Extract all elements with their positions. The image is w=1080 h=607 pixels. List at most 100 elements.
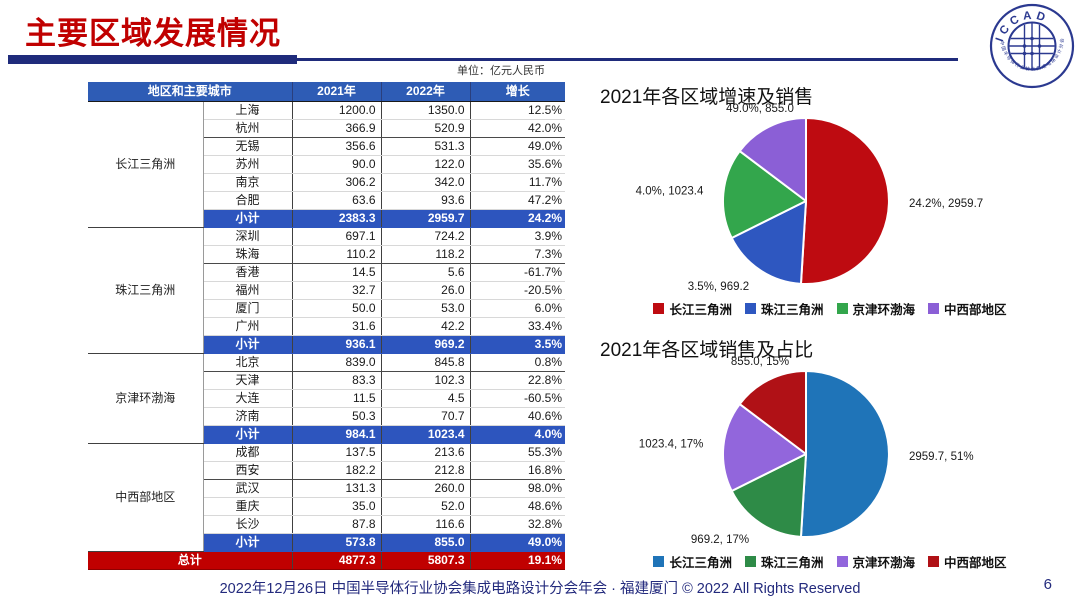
city-cell: 珠海 — [203, 245, 293, 264]
value-2021-cell: 137.5 — [292, 443, 382, 462]
legend-item: 长江三角洲 — [653, 552, 732, 571]
pie-chart: 2959.7, 51% 969.2, 17% 1023.4, 17% 855.0, 1… — [639, 356, 974, 546]
value-2022-cell: 5.6 — [381, 263, 471, 282]
pie-data-label: 49.0%, 855.0 — [726, 103, 794, 115]
value-2022-cell: 1350.0 — [381, 101, 471, 120]
value-2022-cell: 845.8 — [381, 353, 471, 372]
chart-legend: 长江三角洲 珠江三角洲 京津环渤海 中西部地区 — [580, 552, 1080, 571]
city-cell: 成都 — [203, 443, 293, 462]
growth-cell: 12.5% — [470, 101, 566, 120]
value-2022-cell: 342.0 — [381, 173, 471, 192]
value-2021-cell: 50.3 — [292, 407, 382, 426]
city-cell: 杭州 — [203, 119, 293, 138]
value-2022-cell: 53.0 — [381, 299, 471, 318]
table-row: 广州 31.6 42.2 33.4% — [88, 317, 566, 336]
legend-item: 长江三角洲 — [653, 299, 732, 318]
growth-cell: -20.5% — [470, 281, 566, 300]
pie-chart: 24.2%, 2959.7 3.5%, 969.2 4.0%, 1023.4 49.0… — [636, 103, 984, 293]
value-2022-cell: 212.8 — [381, 461, 471, 480]
legend-label: 长江三角洲 — [669, 556, 732, 570]
value-2021-cell: 4877.3 — [292, 551, 382, 570]
growth-cell: 33.4% — [470, 317, 566, 336]
legend-item: 中西部地区 — [928, 552, 1007, 571]
subtotal-row: 小计 2383.3 2959.7 24.2% — [88, 209, 566, 228]
region-cell: 中西部地区 — [88, 443, 204, 552]
value-2021-cell: 63.6 — [292, 191, 382, 210]
city-cell: 福州 — [203, 281, 293, 300]
table-row: 大连 11.5 4.5 -60.5% — [88, 389, 566, 408]
value-2021-cell: 87.8 — [292, 515, 382, 534]
value-2022-cell: 93.6 — [381, 191, 471, 210]
legend-swatch-icon — [744, 556, 756, 567]
growth-cell: 3.5% — [470, 335, 566, 354]
growth-cell: 32.8% — [470, 515, 566, 534]
value-2021-cell: 839.0 — [292, 353, 382, 372]
legend-swatch-icon — [653, 556, 665, 567]
subtotal-row: 小计 573.8 855.0 49.0% — [88, 533, 566, 552]
header-2021: 2021年 — [292, 82, 382, 102]
value-2021-cell: 31.6 — [292, 317, 382, 336]
growth-cell: 49.0% — [470, 533, 566, 552]
city-cell: 香港 — [203, 263, 293, 282]
legend-label: 珠江三角洲 — [760, 303, 824, 317]
value-2021-cell: 984.1 — [292, 425, 382, 444]
growth-cell: 7.3% — [470, 245, 566, 264]
value-2022-cell: 520.9 — [381, 119, 471, 138]
value-2021-cell: 11.5 — [292, 389, 382, 408]
legend-item: 珠江三角洲 — [744, 552, 824, 571]
region-cell: 珠江三角洲 — [88, 227, 204, 354]
growth-cell: -60.5% — [470, 389, 566, 408]
total-label: 总计 — [88, 551, 293, 570]
growth-cell: -61.7% — [470, 263, 566, 282]
value-2021-cell: 14.5 — [292, 263, 382, 282]
value-2022-cell: 724.2 — [381, 227, 471, 246]
table-row: 厦门 50.0 53.0 6.0% — [88, 299, 566, 318]
growth-cell: 0.8% — [470, 353, 566, 372]
growth-cell: 6.0% — [470, 299, 566, 318]
subtotal-row: 小计 936.1 969.2 3.5% — [88, 335, 566, 354]
growth-cell: 24.2% — [470, 209, 566, 228]
growth-cell: 16.8% — [470, 461, 566, 480]
pie-data-label: 1023.4, 17% — [639, 439, 704, 451]
legend-item: 京津环渤海 — [836, 552, 916, 571]
legend-swatch-icon — [653, 303, 665, 314]
growth-cell: 4.0% — [470, 425, 566, 444]
city-cell: 广州 — [203, 317, 293, 336]
subtotal-label: 小计 — [203, 209, 293, 228]
legend-label: 京津环渤海 — [852, 556, 916, 570]
footer-text: 2022年12月26日 中国半导体行业协会集成电路设计分会年会 · 福建厦门 ©… — [219, 581, 861, 597]
pie-slice-3 — [722, 150, 807, 239]
growth-cell: 98.0% — [470, 479, 566, 498]
table-header-row: 地区和主要城市 2021年 2022年 增长 — [88, 82, 566, 102]
value-2021-cell: 573.8 — [292, 533, 382, 552]
pie-data-label: 24.2%, 2959.7 — [909, 198, 983, 210]
value-2021-cell: 110.2 — [292, 245, 382, 264]
pie-slice-4 — [738, 117, 807, 202]
table-row: 合肥 63.6 93.6 47.2% — [88, 191, 566, 210]
pie-slice-2 — [730, 453, 807, 538]
pie-slice-1 — [799, 117, 890, 285]
value-2021-cell: 366.9 — [292, 119, 382, 138]
header-growth: 增长 — [470, 82, 566, 102]
title-underline-thin — [297, 58, 958, 61]
value-2022-cell: 52.0 — [381, 497, 471, 516]
region-cell: 京津环渤海 — [88, 353, 204, 444]
pie-data-label: 3.5%, 969.2 — [688, 281, 749, 293]
value-2022-cell: 260.0 — [381, 479, 471, 498]
legend-swatch-icon — [836, 556, 848, 567]
chart-legend: 长江三角洲 珠江三角洲 京津环渤海 中西部地区 — [580, 299, 1080, 318]
table-row: 武汉 131.3 260.0 98.0% — [88, 479, 566, 498]
legend-label: 中西部地区 — [944, 556, 1007, 570]
growth-cell: 40.6% — [470, 407, 566, 426]
legend-label: 京津环渤海 — [852, 303, 916, 317]
value-2022-cell: 855.0 — [381, 533, 471, 552]
chart-title: 2021年各区域增速及销售 — [600, 87, 814, 108]
pie-data-label: 969.2, 17% — [691, 534, 749, 546]
value-2021-cell: 32.7 — [292, 281, 382, 300]
value-2022-cell: 116.6 — [381, 515, 471, 534]
table-row: 中西部地区 成都 137.5 213.6 55.3% — [88, 443, 566, 552]
table-row: 珠海 110.2 118.2 7.3% — [88, 245, 566, 264]
iccad-logo: ICCAD 中国半导体行业协会集成电路设计分会 — [989, 3, 1075, 89]
city-cell: 天津 — [203, 371, 293, 390]
growth-cell: 47.2% — [470, 191, 566, 210]
